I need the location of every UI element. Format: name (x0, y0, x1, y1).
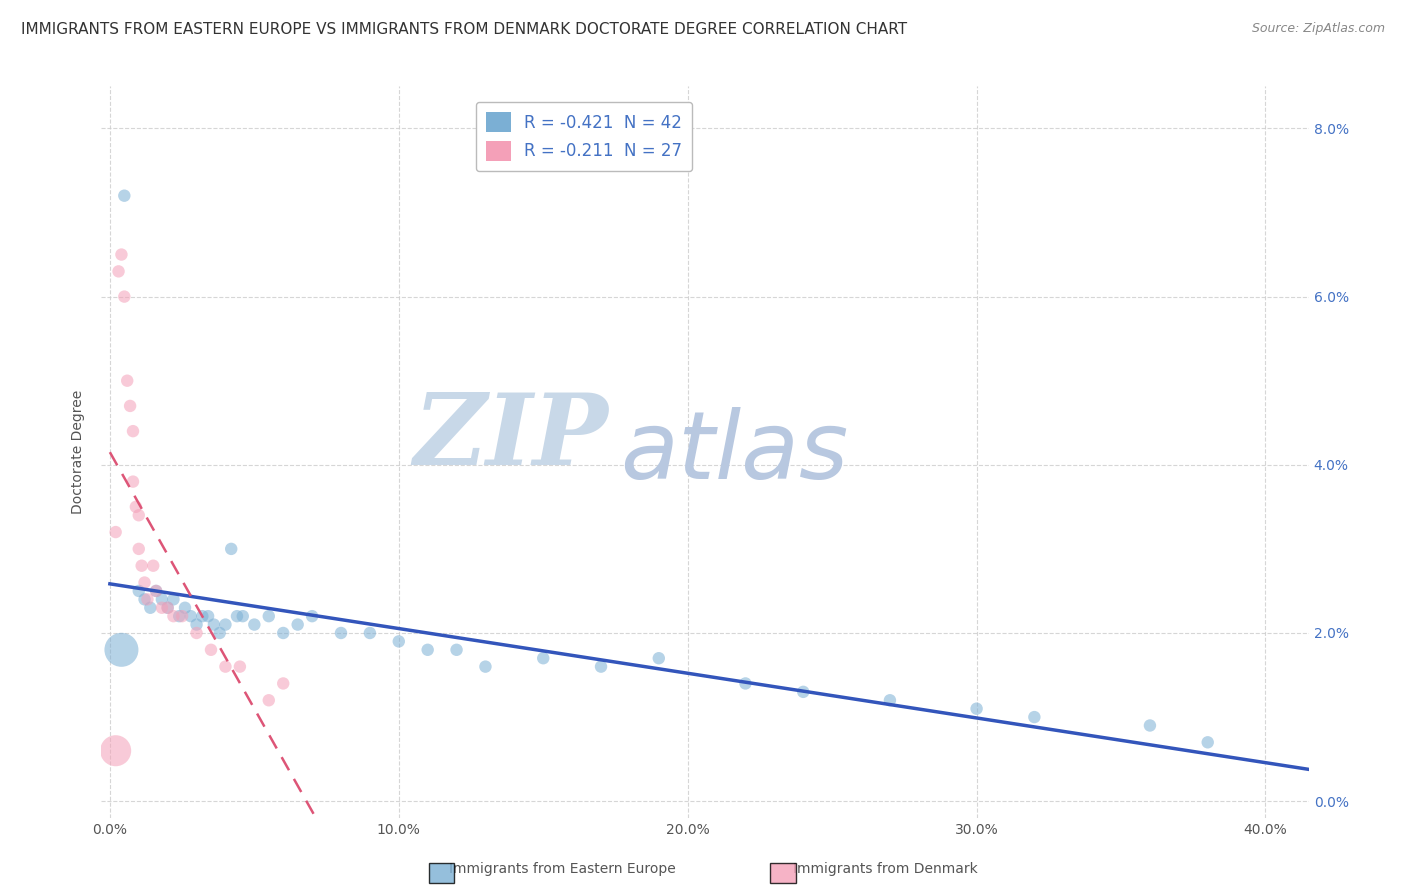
Point (589, 659, 612, 673)
Point (1024, 710, 1046, 724)
Point (134, 575, 156, 590)
Point (115, 374, 138, 388)
Point (136, 592, 159, 607)
Point (792, 685, 814, 699)
Point (180, 609, 202, 624)
Point (232, 609, 254, 624)
Point (197, 609, 219, 624)
Point (191, 609, 214, 624)
Point (131, 558, 153, 573)
Point (1139, 718, 1161, 732)
Point (107, 264, 129, 278)
Point (229, 659, 252, 673)
Point (186, 626, 208, 640)
Point (648, 651, 671, 665)
Point (167, 609, 190, 624)
Point (202, 617, 225, 632)
Point (226, 609, 249, 624)
Point (104, 744, 127, 758)
Point (128, 541, 150, 556)
Text: Immigrants from Denmark: Immigrants from Denmark (793, 862, 979, 876)
Point (879, 693, 901, 707)
Point (120, 399, 142, 413)
Text: ZIP: ZIP (413, 389, 609, 486)
Point (208, 626, 231, 640)
Point (287, 617, 309, 632)
Text: Source: ZipAtlas.com: Source: ZipAtlas.com (1251, 22, 1385, 36)
Point (388, 634, 411, 648)
Point (186, 617, 208, 632)
Text: atlas: atlas (620, 407, 849, 498)
Point (150, 600, 173, 615)
Point (359, 626, 381, 640)
Point (219, 541, 242, 556)
Point (150, 592, 173, 607)
Point (162, 609, 184, 624)
Point (257, 609, 280, 624)
Legend: R = -0.421  N = 42, R = -0.211  N = 27: R = -0.421 N = 42, R = -0.211 N = 27 (477, 102, 692, 171)
Point (112, 188, 135, 202)
Y-axis label: Doctorate Degree: Doctorate Degree (72, 390, 86, 515)
Point (416, 642, 439, 657)
Point (200, 642, 222, 657)
Point (271, 676, 294, 690)
Point (122, 475, 145, 489)
Text: Immigrants from Eastern Europe: Immigrants from Eastern Europe (449, 862, 676, 876)
Point (110, 247, 132, 261)
Point (330, 626, 353, 640)
Point (531, 651, 554, 665)
Point (243, 617, 266, 632)
Point (134, 592, 156, 607)
Point (125, 500, 148, 514)
Point (156, 600, 179, 615)
Point (474, 659, 496, 673)
Point (734, 676, 756, 690)
Text: IMMIGRANTS FROM EASTERN EUROPE VS IMMIGRANTS FROM DENMARK DOCTORATE DEGREE CORRE: IMMIGRANTS FROM EASTERN EUROPE VS IMMIGR… (21, 22, 907, 37)
Point (1197, 735, 1219, 749)
Point (966, 701, 988, 715)
Point (142, 558, 165, 573)
Point (145, 583, 167, 598)
Point (172, 609, 194, 624)
Point (214, 617, 236, 632)
Point (104, 524, 127, 539)
Point (112, 290, 135, 304)
Point (128, 583, 150, 598)
Point (110, 642, 132, 657)
Point (446, 642, 468, 657)
Point (174, 600, 197, 615)
Point (128, 508, 150, 523)
Point (301, 609, 323, 624)
Point (257, 693, 280, 707)
Point (271, 626, 294, 640)
Point (145, 583, 167, 598)
Point (162, 592, 184, 607)
Point (214, 659, 236, 673)
Point (122, 424, 145, 438)
Point (139, 600, 162, 615)
Point (156, 600, 179, 615)
